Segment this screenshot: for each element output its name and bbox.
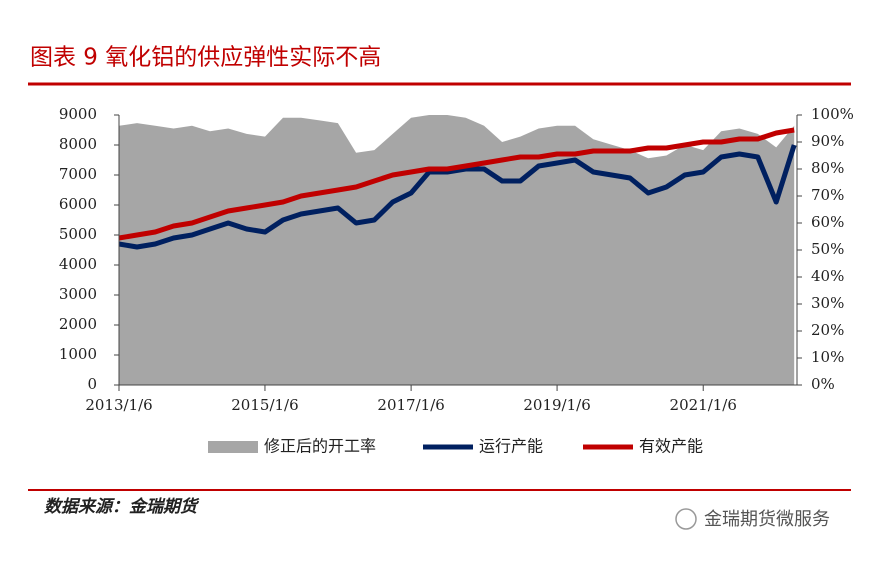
y2-tick-label: 30% — [811, 294, 844, 312]
chart-title: 图表 9 氧化铝的供应弹性实际不高 — [30, 45, 381, 71]
y-tick-label: 7000 — [59, 165, 97, 183]
y2-tick-label: 0% — [811, 375, 835, 393]
y-tick-label: 4000 — [59, 255, 97, 273]
y-tick-label: 0 — [87, 375, 97, 393]
y2-tick-label: 50% — [811, 240, 844, 258]
x-tick-label: 2017/1/6 — [377, 396, 444, 414]
legend-label: 运行产能 — [479, 437, 543, 456]
x-tick-label: 2015/1/6 — [231, 396, 298, 414]
y2-tick-label: 20% — [811, 321, 844, 339]
line — [118, 144, 797, 250]
watermark-icon — [675, 508, 697, 530]
y2-tick-label: 100% — [811, 105, 854, 123]
watermark: 金瑞期货微服务 — [704, 509, 830, 530]
legend-swatch — [208, 441, 258, 453]
y2-tick-label: 90% — [811, 132, 844, 150]
y-tick-label: 6000 — [59, 195, 97, 213]
y-tick-label: 3000 — [59, 285, 97, 303]
y-tick-label: 1000 — [59, 345, 97, 363]
y2-tick-label: 10% — [811, 348, 844, 366]
y-tick-label: 2000 — [59, 315, 97, 333]
y-tick-label: 5000 — [59, 225, 97, 243]
legend-label: 有效产能 — [639, 437, 703, 456]
area — [119, 115, 795, 385]
x-tick-label: 2019/1/6 — [523, 396, 590, 414]
y-tick-label: 8000 — [59, 135, 97, 153]
y2-tick-label: 70% — [811, 186, 844, 204]
line — [118, 127, 795, 241]
y2-tick-label: 40% — [811, 267, 844, 285]
y-tick-label: 9000 — [59, 105, 97, 123]
source: 数据来源：金瑞期货 — [44, 497, 200, 517]
y2-tick-label: 80% — [811, 159, 844, 177]
y2-tick-label: 60% — [811, 213, 844, 231]
x-tick-label: 2021/1/6 — [670, 396, 737, 414]
x-tick-label: 2013/1/6 — [85, 396, 152, 414]
legend-label: 修正后的开工率 — [264, 437, 376, 456]
